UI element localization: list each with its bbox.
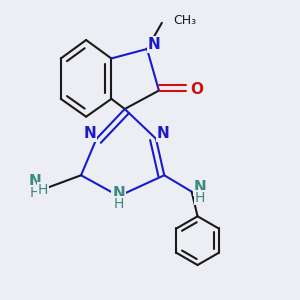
Text: O: O xyxy=(190,82,203,97)
Text: H: H xyxy=(38,182,48,197)
Text: H: H xyxy=(114,196,124,211)
Text: N: N xyxy=(28,174,41,189)
Text: N: N xyxy=(84,126,96,141)
Text: H: H xyxy=(195,190,205,205)
Text: N: N xyxy=(148,37,161,52)
Text: N: N xyxy=(157,126,170,141)
Text: CH₃: CH₃ xyxy=(173,14,196,27)
Text: N: N xyxy=(194,180,206,195)
Text: N: N xyxy=(112,186,125,201)
Text: H: H xyxy=(29,185,40,200)
